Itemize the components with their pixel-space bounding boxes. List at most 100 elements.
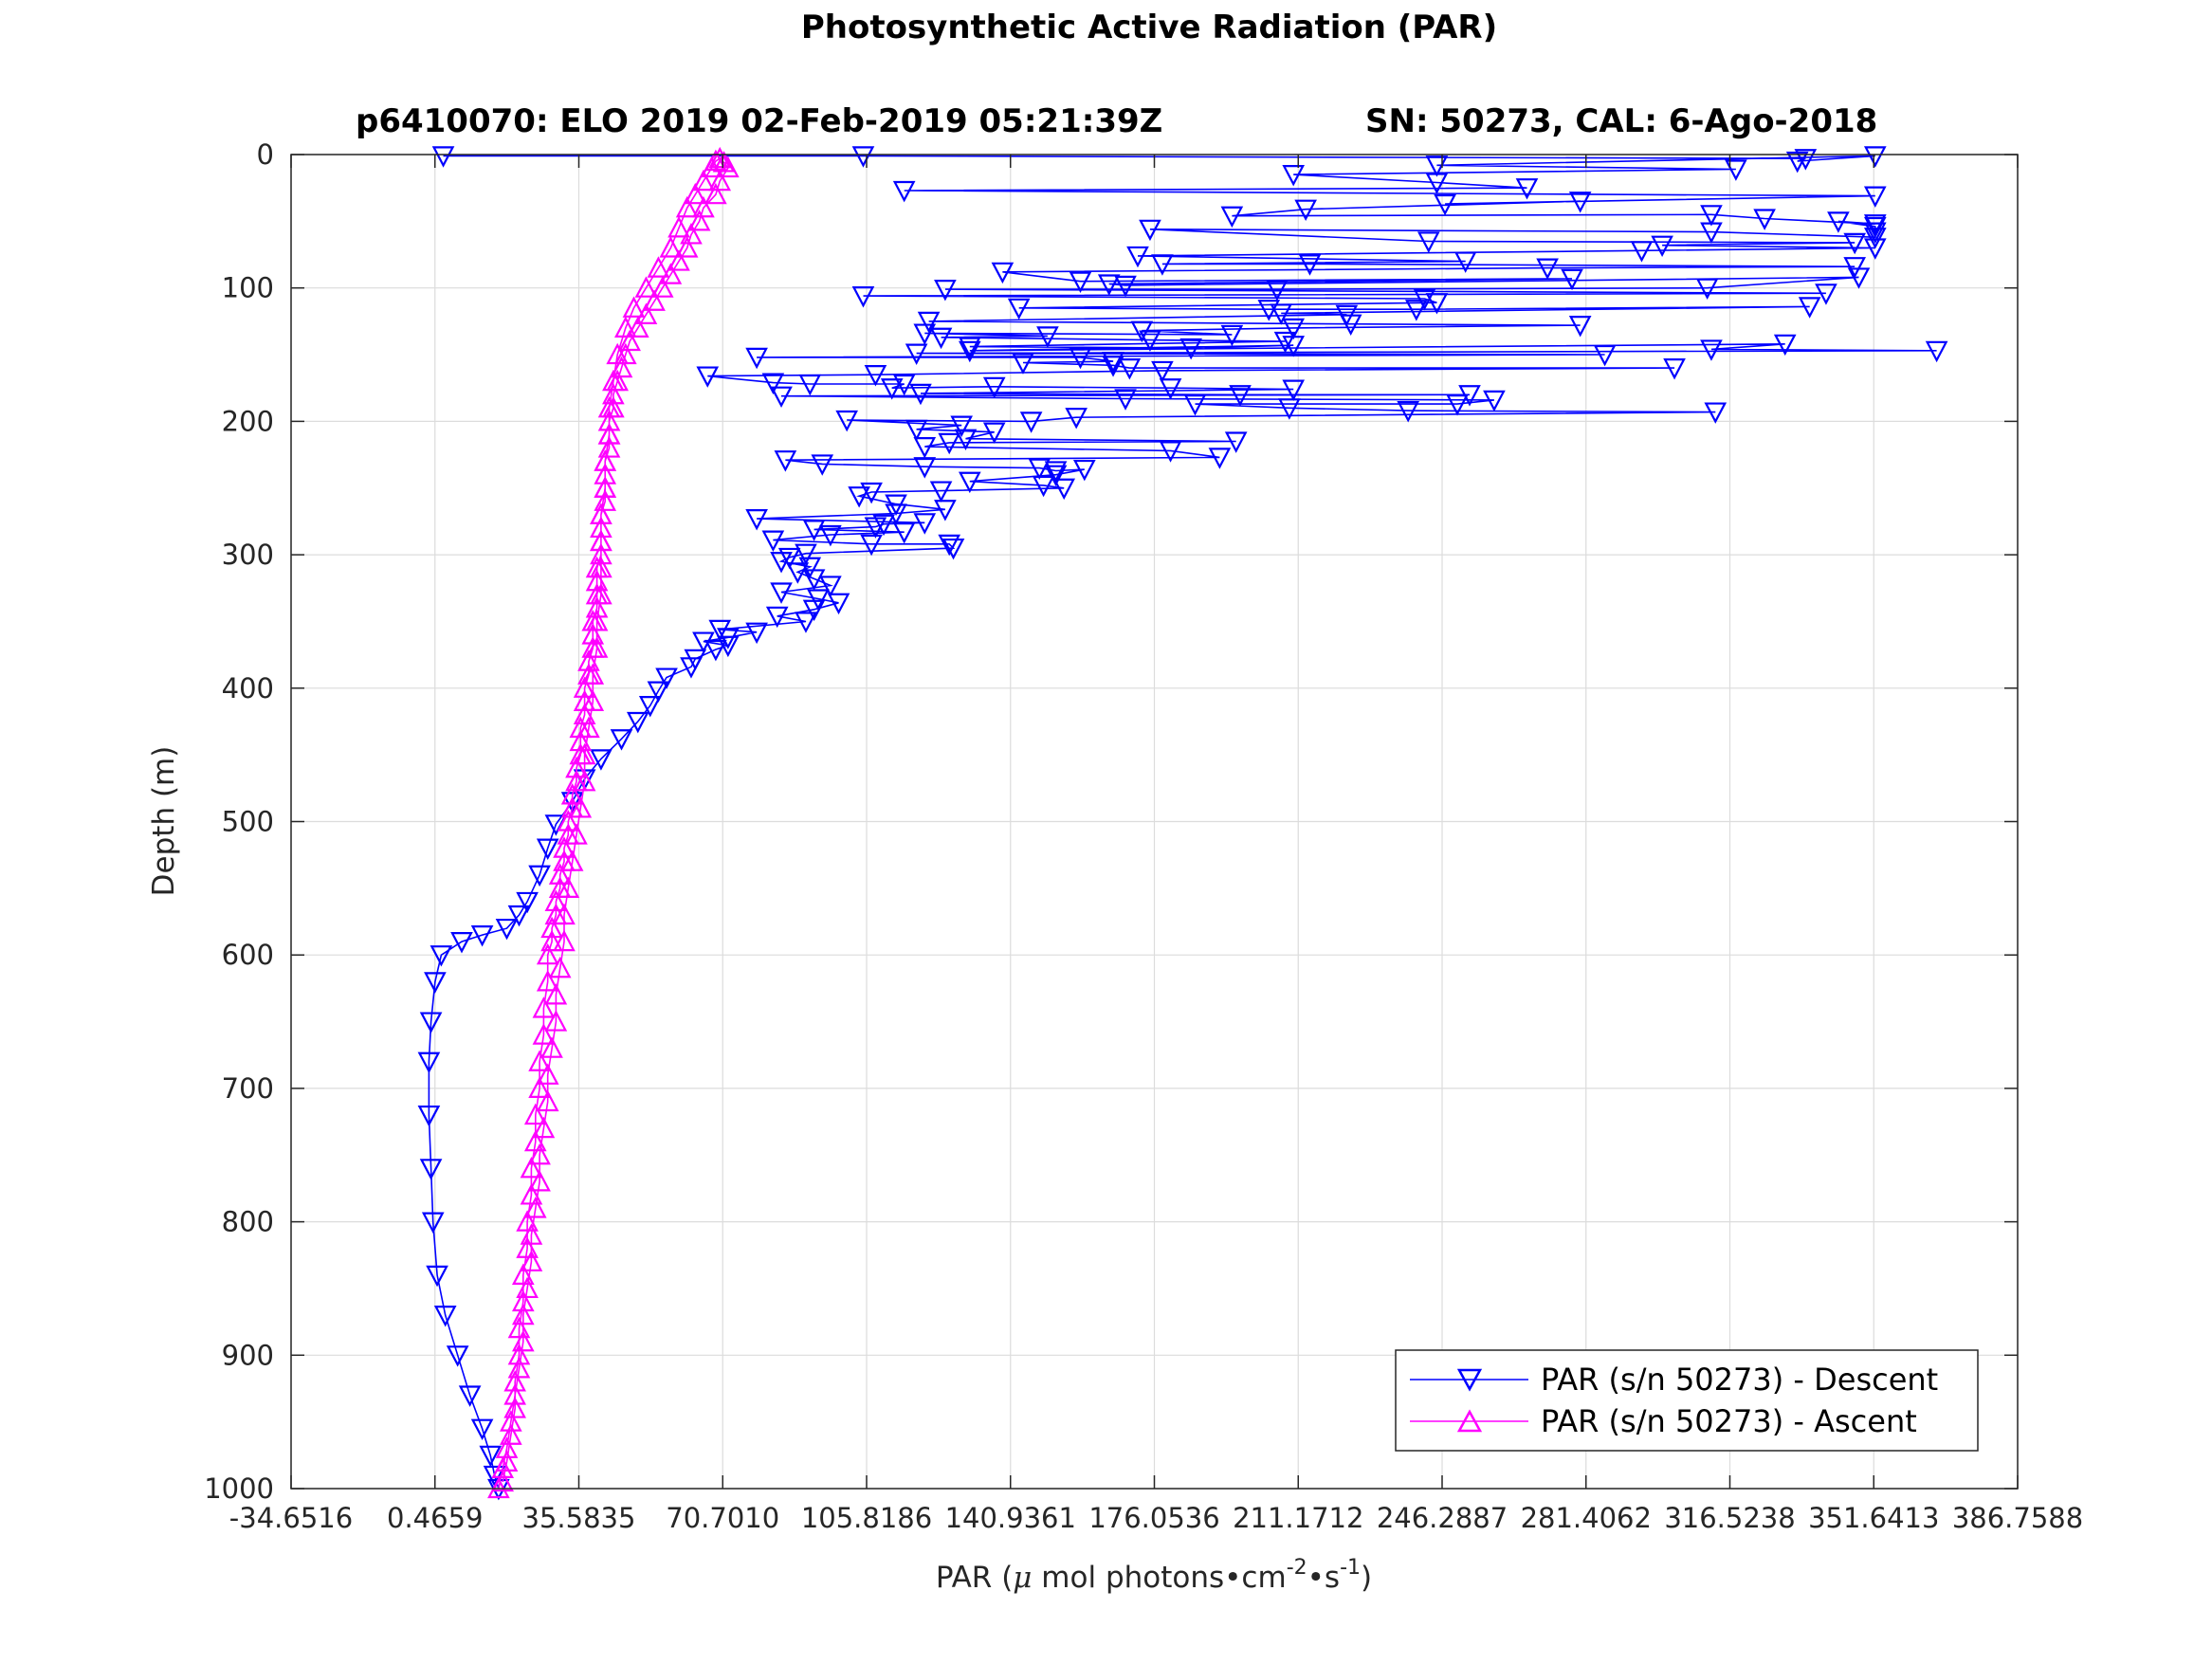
- data-point-marker: [470, 924, 494, 947]
- data-point-marker: [594, 449, 617, 471]
- data-point-marker: [851, 286, 875, 308]
- data-point-marker: [1798, 297, 1821, 319]
- data-point-marker: [659, 236, 683, 258]
- data-point-marker: [807, 589, 830, 611]
- data-point-marker: [1483, 390, 1506, 412]
- x-tick-label: 281.4062: [1521, 1502, 1652, 1534]
- data-point-marker: [1114, 275, 1137, 298]
- data-point-marker: [1224, 431, 1248, 453]
- data-point-marker: [905, 343, 928, 366]
- data-point-marker: [573, 676, 596, 698]
- data-point-marker: [544, 1010, 568, 1032]
- data-point-marker: [704, 639, 727, 662]
- data-point-marker: [1453, 251, 1477, 273]
- series-layer: [417, 146, 1948, 1501]
- data-point-marker: [696, 366, 720, 388]
- data-point-marker: [1843, 232, 1867, 255]
- data-point-marker: [827, 593, 850, 615]
- data-point-marker: [1725, 159, 1747, 181]
- data-point-marker: [1863, 228, 1887, 249]
- data-point-marker: [950, 415, 973, 437]
- data-point-marker: [1700, 339, 1723, 361]
- data-point-marker: [1159, 378, 1182, 400]
- data-point-marker: [647, 256, 670, 278]
- y-tick-label: 1000: [204, 1472, 274, 1505]
- data-point-marker: [520, 1223, 543, 1245]
- data-point-marker: [667, 216, 690, 238]
- data-point-marker: [929, 481, 953, 503]
- data-point-marker: [540, 916, 563, 939]
- data-point-marker: [1536, 258, 1559, 280]
- x-tick-label: 351.6413: [1808, 1502, 1939, 1534]
- data-point-marker: [958, 340, 981, 363]
- data-point-marker: [934, 280, 957, 302]
- data-point-marker: [643, 289, 666, 311]
- data-point-marker: [528, 1143, 551, 1165]
- data-point-marker: [1139, 330, 1161, 352]
- data-point-marker: [536, 1063, 559, 1085]
- data-point-marker: [503, 1397, 526, 1418]
- x-tick-label: 105.8186: [801, 1502, 932, 1534]
- data-point-marker: [516, 1210, 539, 1232]
- chart-subtitle-left: p6410070: ELO 2019 02-Feb-2019 05:21:39Z: [356, 102, 1162, 140]
- data-point-marker: [417, 1051, 441, 1074]
- tick-layer: -34.6516 0.4659 35.5835 70.7010 105.8186 140.…: [204, 138, 2083, 1534]
- data-point-marker: [503, 1370, 526, 1392]
- data-point-marker: [765, 606, 789, 629]
- chart-subtitle-right: SN: 50273, CAL: 6-Ago-2018: [1365, 102, 1877, 140]
- data-point-marker: [680, 223, 703, 245]
- data-point-marker: [1229, 385, 1252, 407]
- data-point-marker: [590, 749, 612, 771]
- x-tick-label: 0.4659: [387, 1502, 483, 1534]
- legend: PAR (s/n 50273) - Descent PAR (s/n 50273…: [1395, 1349, 1979, 1452]
- data-point-marker: [594, 489, 617, 511]
- data-point-marker: [516, 1236, 539, 1258]
- data-point-marker: [597, 423, 621, 445]
- data-point-marker: [511, 1263, 535, 1285]
- data-point-marker: [1183, 394, 1207, 416]
- data-point-marker: [1032, 475, 1055, 498]
- data-point-marker: [892, 180, 916, 203]
- data-point-marker: [503, 1383, 526, 1405]
- data-point-marker: [1044, 465, 1068, 487]
- data-point-marker: [1220, 324, 1244, 347]
- data-point-marker: [745, 622, 768, 645]
- data-point-marker: [433, 1305, 457, 1327]
- x-tick-label: 386.7588: [1952, 1502, 2083, 1534]
- data-point-marker: [851, 146, 875, 168]
- data-point-marker: [491, 1470, 515, 1492]
- data-point-marker: [819, 576, 842, 597]
- legend-descent-label: PAR (s/n 50273) - Descent: [1541, 1362, 1938, 1398]
- data-point-marker: [913, 457, 937, 479]
- y-tick-label: 200: [222, 405, 274, 437]
- data-point-marker: [577, 663, 600, 685]
- x-tick-label: 35.5835: [522, 1502, 636, 1534]
- data-point-marker: [647, 681, 670, 703]
- data-point-marker: [1019, 411, 1043, 433]
- data-point-marker: [1773, 334, 1797, 357]
- data-point-marker: [594, 476, 617, 498]
- data-point-marker: [638, 695, 662, 718]
- data-point-marker: [540, 1036, 563, 1058]
- data-point-marker: [581, 610, 605, 631]
- data-point-marker: [528, 865, 551, 887]
- data-point-marker: [419, 1012, 443, 1033]
- data-point-marker: [659, 263, 683, 284]
- data-point-marker: [1753, 209, 1776, 230]
- y-tick-label: 800: [222, 1206, 274, 1238]
- y-tick-label: 300: [222, 539, 274, 571]
- data-point-marker: [1843, 257, 1867, 279]
- data-point-marker: [417, 1105, 441, 1127]
- data-point-marker: [597, 410, 621, 431]
- data-point-marker: [1065, 408, 1088, 430]
- data-point-marker: [1593, 344, 1617, 367]
- y-tick-label: 700: [222, 1072, 274, 1105]
- data-point-marker: [1425, 173, 1449, 194]
- y-tick-label: 500: [222, 806, 274, 838]
- data-point-marker: [523, 1129, 547, 1152]
- data-point-marker: [523, 1197, 547, 1218]
- data-point-marker: [544, 983, 568, 1005]
- data-point-marker: [798, 374, 822, 396]
- chart-title: Photosynthetic Active Radiation (PAR): [801, 9, 1497, 46]
